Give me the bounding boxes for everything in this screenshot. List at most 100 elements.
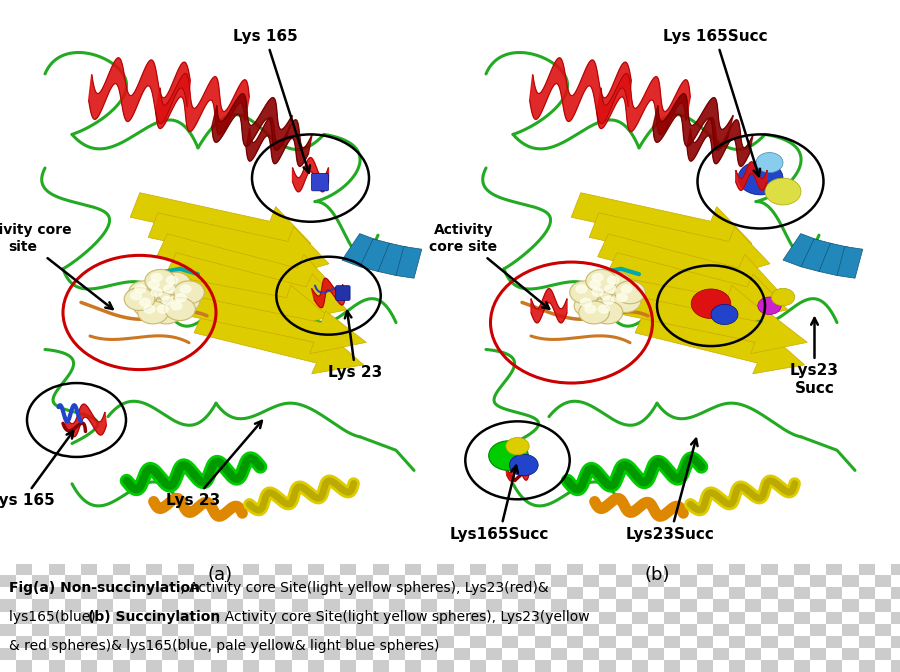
Bar xyxy=(583,575,599,587)
Bar xyxy=(97,212,113,224)
Bar xyxy=(502,345,518,358)
Bar xyxy=(227,200,243,212)
Bar xyxy=(502,515,518,527)
Bar xyxy=(567,188,583,200)
Bar xyxy=(437,224,454,237)
Bar xyxy=(794,624,810,636)
Bar xyxy=(470,345,486,358)
Bar xyxy=(421,249,437,261)
Bar xyxy=(130,55,146,67)
Bar xyxy=(599,418,616,430)
Bar xyxy=(405,394,421,406)
Bar xyxy=(130,7,146,19)
Bar xyxy=(194,333,211,345)
Bar xyxy=(32,43,49,55)
Bar xyxy=(113,333,130,345)
Bar xyxy=(178,660,194,672)
Bar xyxy=(745,491,761,503)
Bar xyxy=(0,515,16,527)
Bar xyxy=(16,128,32,140)
Bar xyxy=(454,309,470,321)
Bar xyxy=(97,128,113,140)
Bar xyxy=(405,249,421,261)
Bar xyxy=(729,43,745,55)
Bar xyxy=(518,394,535,406)
Bar xyxy=(567,466,583,478)
Bar xyxy=(437,624,454,636)
Bar xyxy=(65,249,81,261)
Bar xyxy=(778,103,794,116)
Bar xyxy=(421,527,437,539)
Bar xyxy=(761,309,778,321)
Bar xyxy=(227,587,243,599)
Bar xyxy=(761,31,778,43)
Bar xyxy=(130,79,146,91)
Bar xyxy=(178,503,194,515)
Bar xyxy=(259,394,275,406)
Bar xyxy=(227,128,243,140)
Bar xyxy=(389,660,405,672)
Bar xyxy=(502,152,518,164)
Bar xyxy=(356,309,373,321)
Bar xyxy=(745,249,761,261)
Text: Lys 23: Lys 23 xyxy=(166,421,262,508)
Bar xyxy=(308,551,324,563)
Bar xyxy=(227,370,243,382)
Bar xyxy=(373,394,389,406)
Bar xyxy=(356,79,373,91)
Bar xyxy=(49,321,65,333)
Bar xyxy=(502,636,518,648)
Bar xyxy=(97,515,113,527)
Bar xyxy=(49,285,65,297)
Bar xyxy=(502,0,518,7)
Bar xyxy=(113,636,130,648)
Bar xyxy=(49,430,65,442)
Bar xyxy=(227,31,243,43)
Bar xyxy=(567,164,583,176)
Bar xyxy=(356,297,373,309)
Bar xyxy=(551,261,567,273)
Bar xyxy=(826,333,842,345)
Bar xyxy=(632,358,648,370)
Bar xyxy=(891,261,900,273)
Bar xyxy=(194,152,211,164)
Bar xyxy=(437,55,454,67)
Bar xyxy=(81,103,97,116)
Bar xyxy=(194,116,211,128)
Bar xyxy=(648,624,664,636)
Bar xyxy=(113,382,130,394)
Bar xyxy=(567,370,583,382)
Bar xyxy=(243,152,259,164)
Bar xyxy=(567,140,583,152)
Bar xyxy=(891,636,900,648)
Bar xyxy=(243,91,259,103)
Bar xyxy=(340,587,356,599)
Bar xyxy=(373,79,389,91)
Bar xyxy=(308,19,324,31)
Bar xyxy=(664,430,680,442)
Bar xyxy=(680,660,697,672)
Bar xyxy=(259,418,275,430)
Bar xyxy=(632,237,648,249)
Bar xyxy=(648,67,664,79)
Bar xyxy=(486,297,502,309)
Bar xyxy=(761,200,778,212)
Bar xyxy=(745,478,761,491)
Bar xyxy=(502,406,518,418)
Bar xyxy=(826,91,842,103)
Bar xyxy=(680,551,697,563)
Bar xyxy=(421,575,437,587)
Bar xyxy=(243,19,259,31)
Bar xyxy=(49,67,65,79)
Bar xyxy=(146,454,162,466)
Bar xyxy=(211,515,227,527)
Bar xyxy=(599,212,616,224)
Bar xyxy=(794,55,810,67)
Bar xyxy=(664,261,680,273)
Bar xyxy=(697,345,713,358)
Bar xyxy=(859,297,875,309)
Bar xyxy=(697,454,713,466)
Bar xyxy=(275,0,292,7)
Bar xyxy=(194,515,211,527)
Bar xyxy=(778,164,794,176)
